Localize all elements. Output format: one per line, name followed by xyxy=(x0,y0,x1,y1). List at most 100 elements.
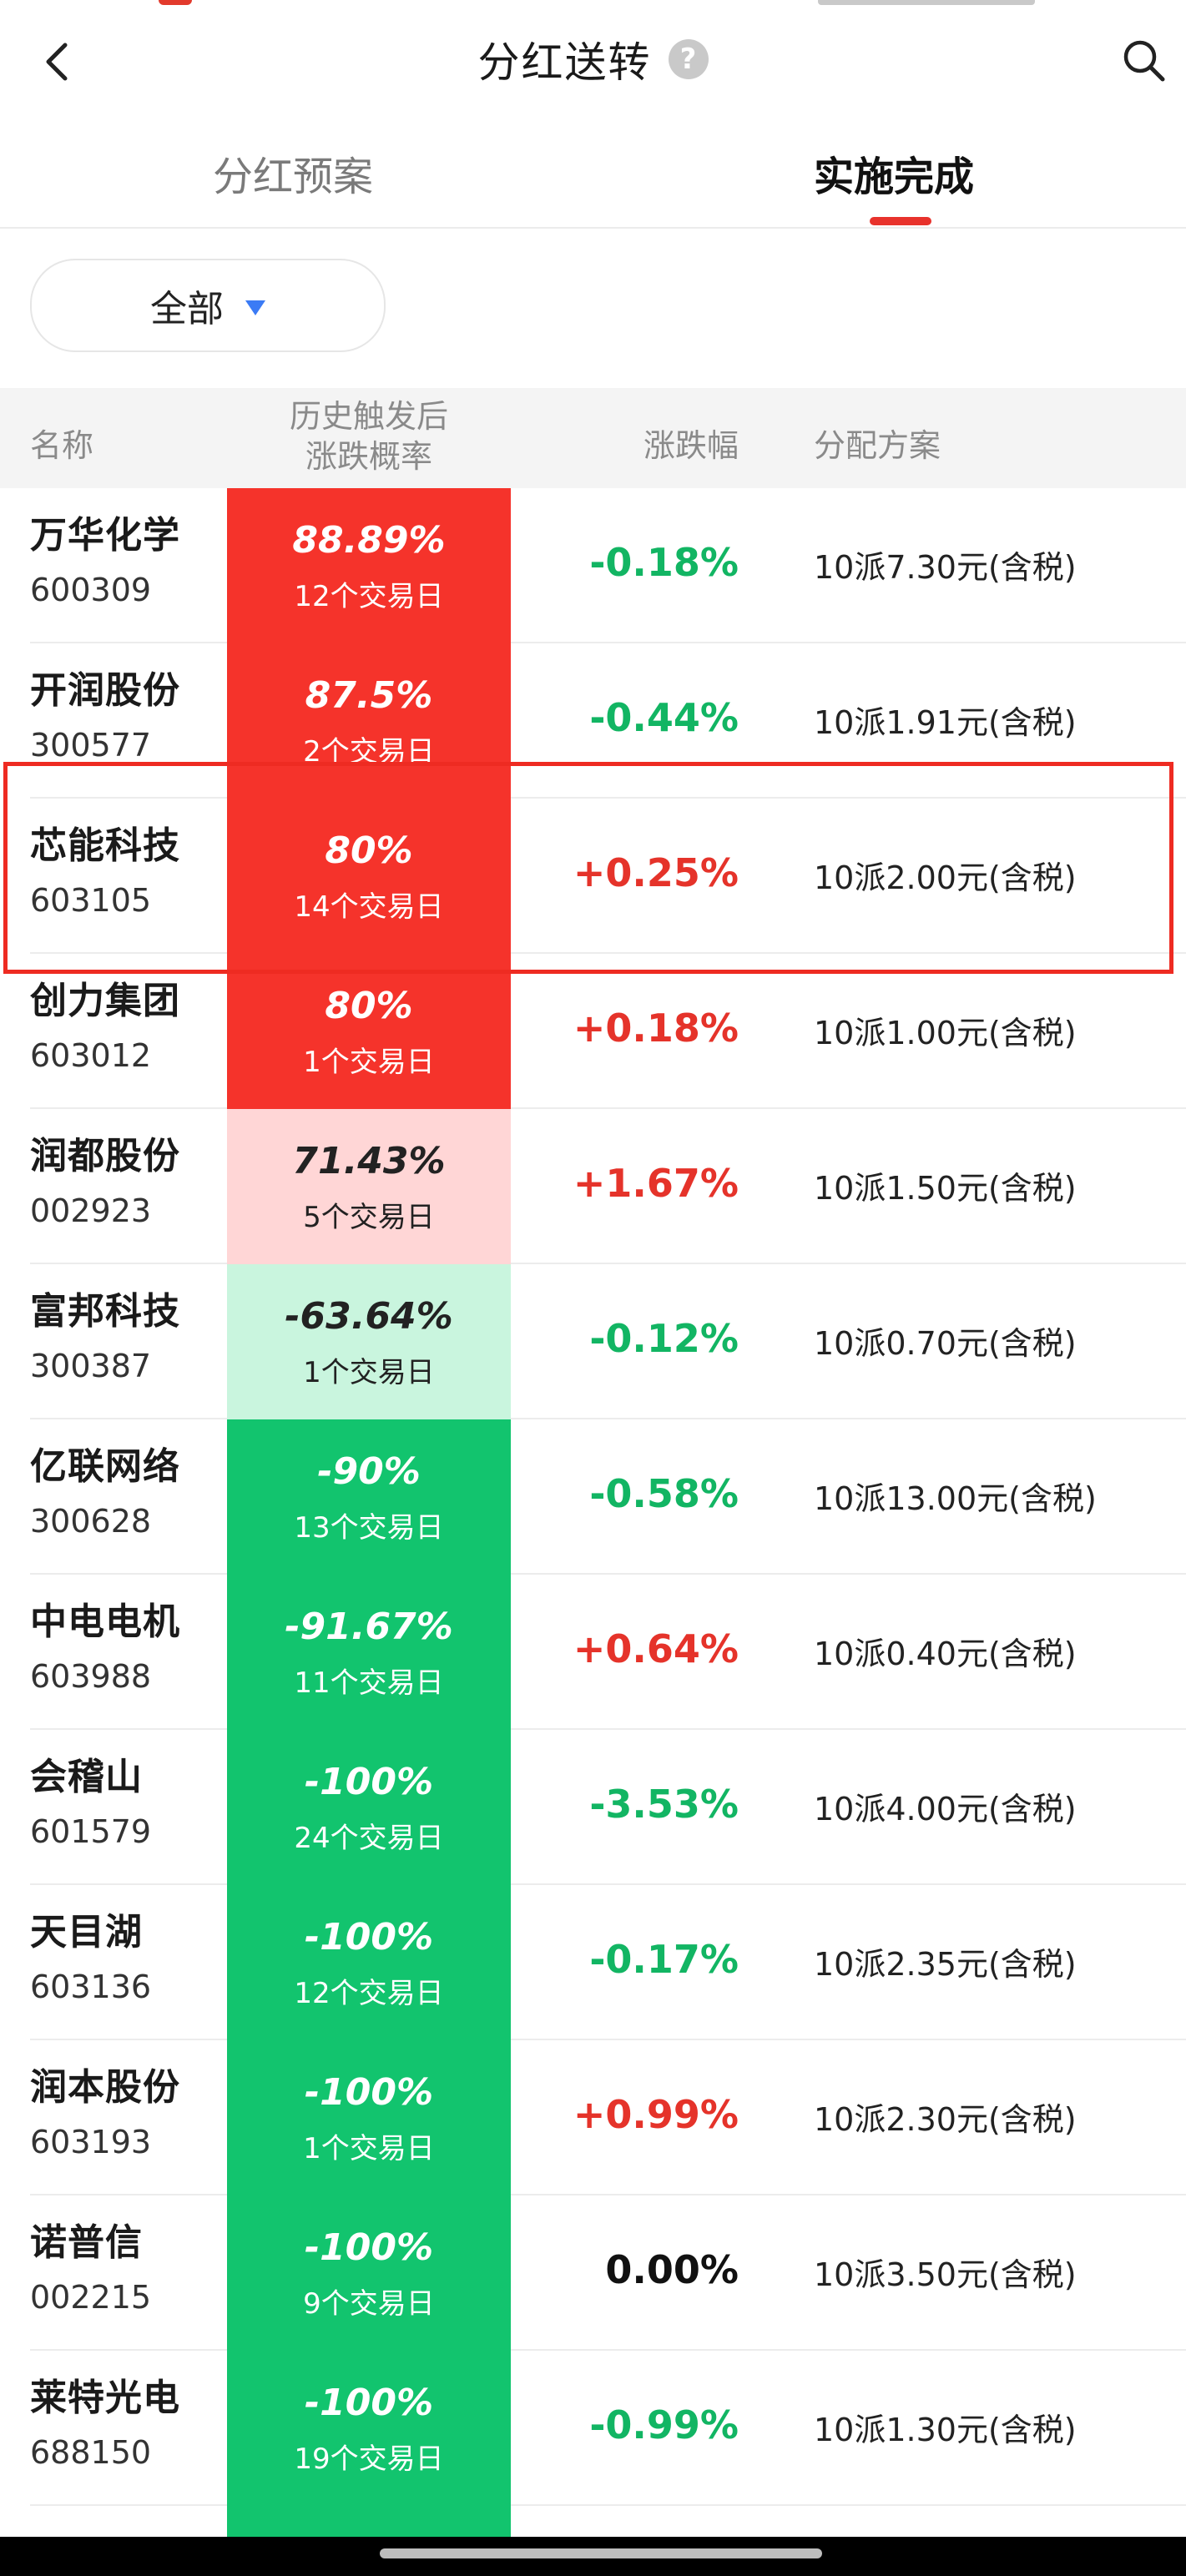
stock-name: 富邦科技 xyxy=(30,1290,180,1333)
search-icon[interactable] xyxy=(1118,35,1168,85)
header-name[interactable]: 名称 xyxy=(30,427,94,464)
header-probability-line2: 涨跌概率 xyxy=(305,438,432,475)
stock-name: 万华化学 xyxy=(30,514,180,557)
caret-down-icon xyxy=(245,300,265,315)
active-tab-indicator xyxy=(870,217,931,225)
filter-dropdown[interactable]: 全部 xyxy=(30,259,386,352)
table-row[interactable]: 富邦科技 300387 -63.64% 1个交易日 -0.12% 10派0.70… xyxy=(0,1264,1186,1421)
probability-value: 71.43% xyxy=(292,1140,446,1182)
probability-cell: -100% 9个交易日 xyxy=(227,2195,511,2352)
header-probability[interactable]: 历史触发后 涨跌概率 xyxy=(227,396,511,476)
table-row[interactable]: 莱特光电 688150 -100% 19个交易日 -0.99% 10派1.30元… xyxy=(0,2351,1186,2508)
top-nav-bar: 分红送转 ? xyxy=(0,0,1186,125)
stock-code: 002923 xyxy=(30,1192,152,1229)
dividend-plan: 10派3.50元(含税) xyxy=(814,2256,1077,2293)
price-change: 0.00% xyxy=(605,2247,739,2292)
table-row[interactable]: 创力集团 603012 80% 1个交易日 +0.18% 10派1.00元(含税… xyxy=(0,954,1186,1111)
stock-name: 亿联网络 xyxy=(30,1445,180,1488)
table-row[interactable]: 会稽山 601579 -100% 24个交易日 -3.53% 10派4.00元(… xyxy=(0,1730,1186,1887)
stock-name: 芯能科技 xyxy=(30,824,180,867)
price-change: -3.53% xyxy=(589,1782,739,1827)
price-change: +0.18% xyxy=(573,1006,739,1051)
probability-cell: 71.43% 5个交易日 xyxy=(227,1109,511,1266)
probability-value: 88.89% xyxy=(292,519,446,562)
table-row[interactable]: 开润股份 300577 87.5% 2个交易日 -0.44% 10派1.91元(… xyxy=(0,643,1186,800)
probability-cell: 87.5% 2个交易日 xyxy=(227,643,511,800)
dividend-plan: 10派2.35元(含税) xyxy=(814,1946,1077,1983)
stock-code: 600309 xyxy=(30,572,152,608)
stock-code: 300387 xyxy=(30,1348,152,1384)
trading-days: 12个交易日 xyxy=(294,580,444,613)
header-probability-line1: 历史触发后 xyxy=(289,398,448,435)
tab-dividend-plan[interactable]: 分红预案 xyxy=(213,154,374,200)
table-row[interactable]: 润都股份 002923 71.43% 5个交易日 +1.67% 10派1.50元… xyxy=(0,1109,1186,1266)
stock-list: 万华化学 600309 88.89% 12个交易日 -0.18% 10派7.30… xyxy=(0,488,1186,2508)
dividend-plan: 10派2.30元(含税) xyxy=(814,2101,1077,2138)
table-row[interactable]: 亿联网络 300628 -90% 13个交易日 -0.58% 10派13.00元… xyxy=(0,1419,1186,1576)
table-row[interactable]: 芯能科技 603105 80% 14个交易日 +0.25% 10派2.00元(含… xyxy=(0,799,1186,955)
nav-title-group: 分红送转 ? xyxy=(0,30,1186,88)
probability-value: 87.5% xyxy=(305,674,433,717)
probability-value: -90% xyxy=(317,1450,421,1493)
dividend-plan: 10派1.00元(含税) xyxy=(814,1015,1077,1051)
trading-days: 13个交易日 xyxy=(294,1511,444,1545)
filter-selected-label: 全部 xyxy=(150,288,224,330)
dividend-plan: 10派1.91元(含税) xyxy=(814,704,1077,741)
probability-cell: -90% 13个交易日 xyxy=(227,1419,511,1576)
probability-value: -100% xyxy=(304,1761,434,1803)
table-row[interactable]: 中电电机 603988 -91.67% 11个交易日 +0.64% 10派0.4… xyxy=(0,1575,1186,1732)
probability-value: -100% xyxy=(304,2071,434,2114)
table-row[interactable]: 诺普信 002215 -100% 9个交易日 0.00% 10派3.50元(含税… xyxy=(0,2195,1186,2352)
header-change[interactable]: 涨跌幅 xyxy=(643,427,739,464)
tab-bar: 分红预案 实施完成 xyxy=(0,125,1186,229)
help-icon[interactable]: ? xyxy=(668,39,709,79)
status-bar-remnant xyxy=(0,0,1186,17)
trading-days: 19个交易日 xyxy=(294,2442,444,2476)
probability-cell: -100% 12个交易日 xyxy=(227,1885,511,2042)
dividend-plan: 10派7.30元(含税) xyxy=(814,549,1077,586)
trading-days: 5个交易日 xyxy=(303,1201,435,1234)
dividend-plan: 10派4.00元(含税) xyxy=(814,1791,1077,1827)
stock-code: 603105 xyxy=(30,882,152,919)
stock-name: 诺普信 xyxy=(30,2221,143,2264)
tab-implemented[interactable]: 实施完成 xyxy=(814,154,975,200)
price-change: -0.58% xyxy=(589,1471,739,1516)
probability-cell: -100% 19个交易日 xyxy=(227,2351,511,2508)
stock-code: 603136 xyxy=(30,1969,152,2005)
price-change: -0.18% xyxy=(589,540,739,585)
dividend-plan: 10派13.00元(含税) xyxy=(814,1480,1097,1517)
stock-name: 润都股份 xyxy=(30,1135,180,1177)
stock-name: 开润股份 xyxy=(30,669,180,712)
probability-value: -100% xyxy=(304,1916,434,1958)
probability-cell: -100% 1个交易日 xyxy=(227,2040,511,2197)
table-row[interactable]: 万华化学 600309 88.89% 12个交易日 -0.18% 10派7.30… xyxy=(0,488,1186,645)
price-change: -0.99% xyxy=(589,2402,739,2447)
price-change: +0.25% xyxy=(573,850,739,895)
probability-cell: 88.89% 12个交易日 xyxy=(227,488,511,645)
stock-code: 002215 xyxy=(30,2279,152,2316)
dividend-plan: 10派2.00元(含税) xyxy=(814,860,1077,896)
dividend-plan: 10派0.70元(含税) xyxy=(814,1325,1077,1362)
price-change: +0.64% xyxy=(573,1626,739,1671)
probability-value: -100% xyxy=(304,2382,434,2424)
stock-code: 603193 xyxy=(30,2124,152,2160)
table-header: 名称 历史触发后 涨跌概率 涨跌幅 分配方案 xyxy=(0,388,1186,488)
stock-code: 601579 xyxy=(30,1813,152,1850)
back-arrow-icon[interactable] xyxy=(33,37,83,87)
trading-days: 1个交易日 xyxy=(303,1356,435,1389)
table-row[interactable]: 润本股份 603193 -100% 1个交易日 +0.99% 10派2.30元(… xyxy=(0,2040,1186,2197)
table-row[interactable]: 天目湖 603136 -100% 12个交易日 -0.17% 10派2.35元(… xyxy=(0,1885,1186,2042)
trading-days: 1个交易日 xyxy=(303,1046,435,1079)
home-indicator[interactable] xyxy=(380,2548,822,2558)
stock-code: 300577 xyxy=(30,727,152,764)
price-change: +1.67% xyxy=(573,1161,739,1206)
stock-name: 天目湖 xyxy=(30,1911,143,1953)
trading-days: 1个交易日 xyxy=(303,2132,435,2165)
stock-name: 会稽山 xyxy=(30,1756,143,1798)
stock-name: 创力集团 xyxy=(30,980,180,1022)
header-plan[interactable]: 分配方案 xyxy=(814,427,941,464)
trading-days: 24个交易日 xyxy=(294,1822,444,1855)
probability-value: 80% xyxy=(325,829,413,872)
stock-code: 300628 xyxy=(30,1503,152,1540)
dividend-plan: 10派1.50元(含税) xyxy=(814,1170,1077,1207)
